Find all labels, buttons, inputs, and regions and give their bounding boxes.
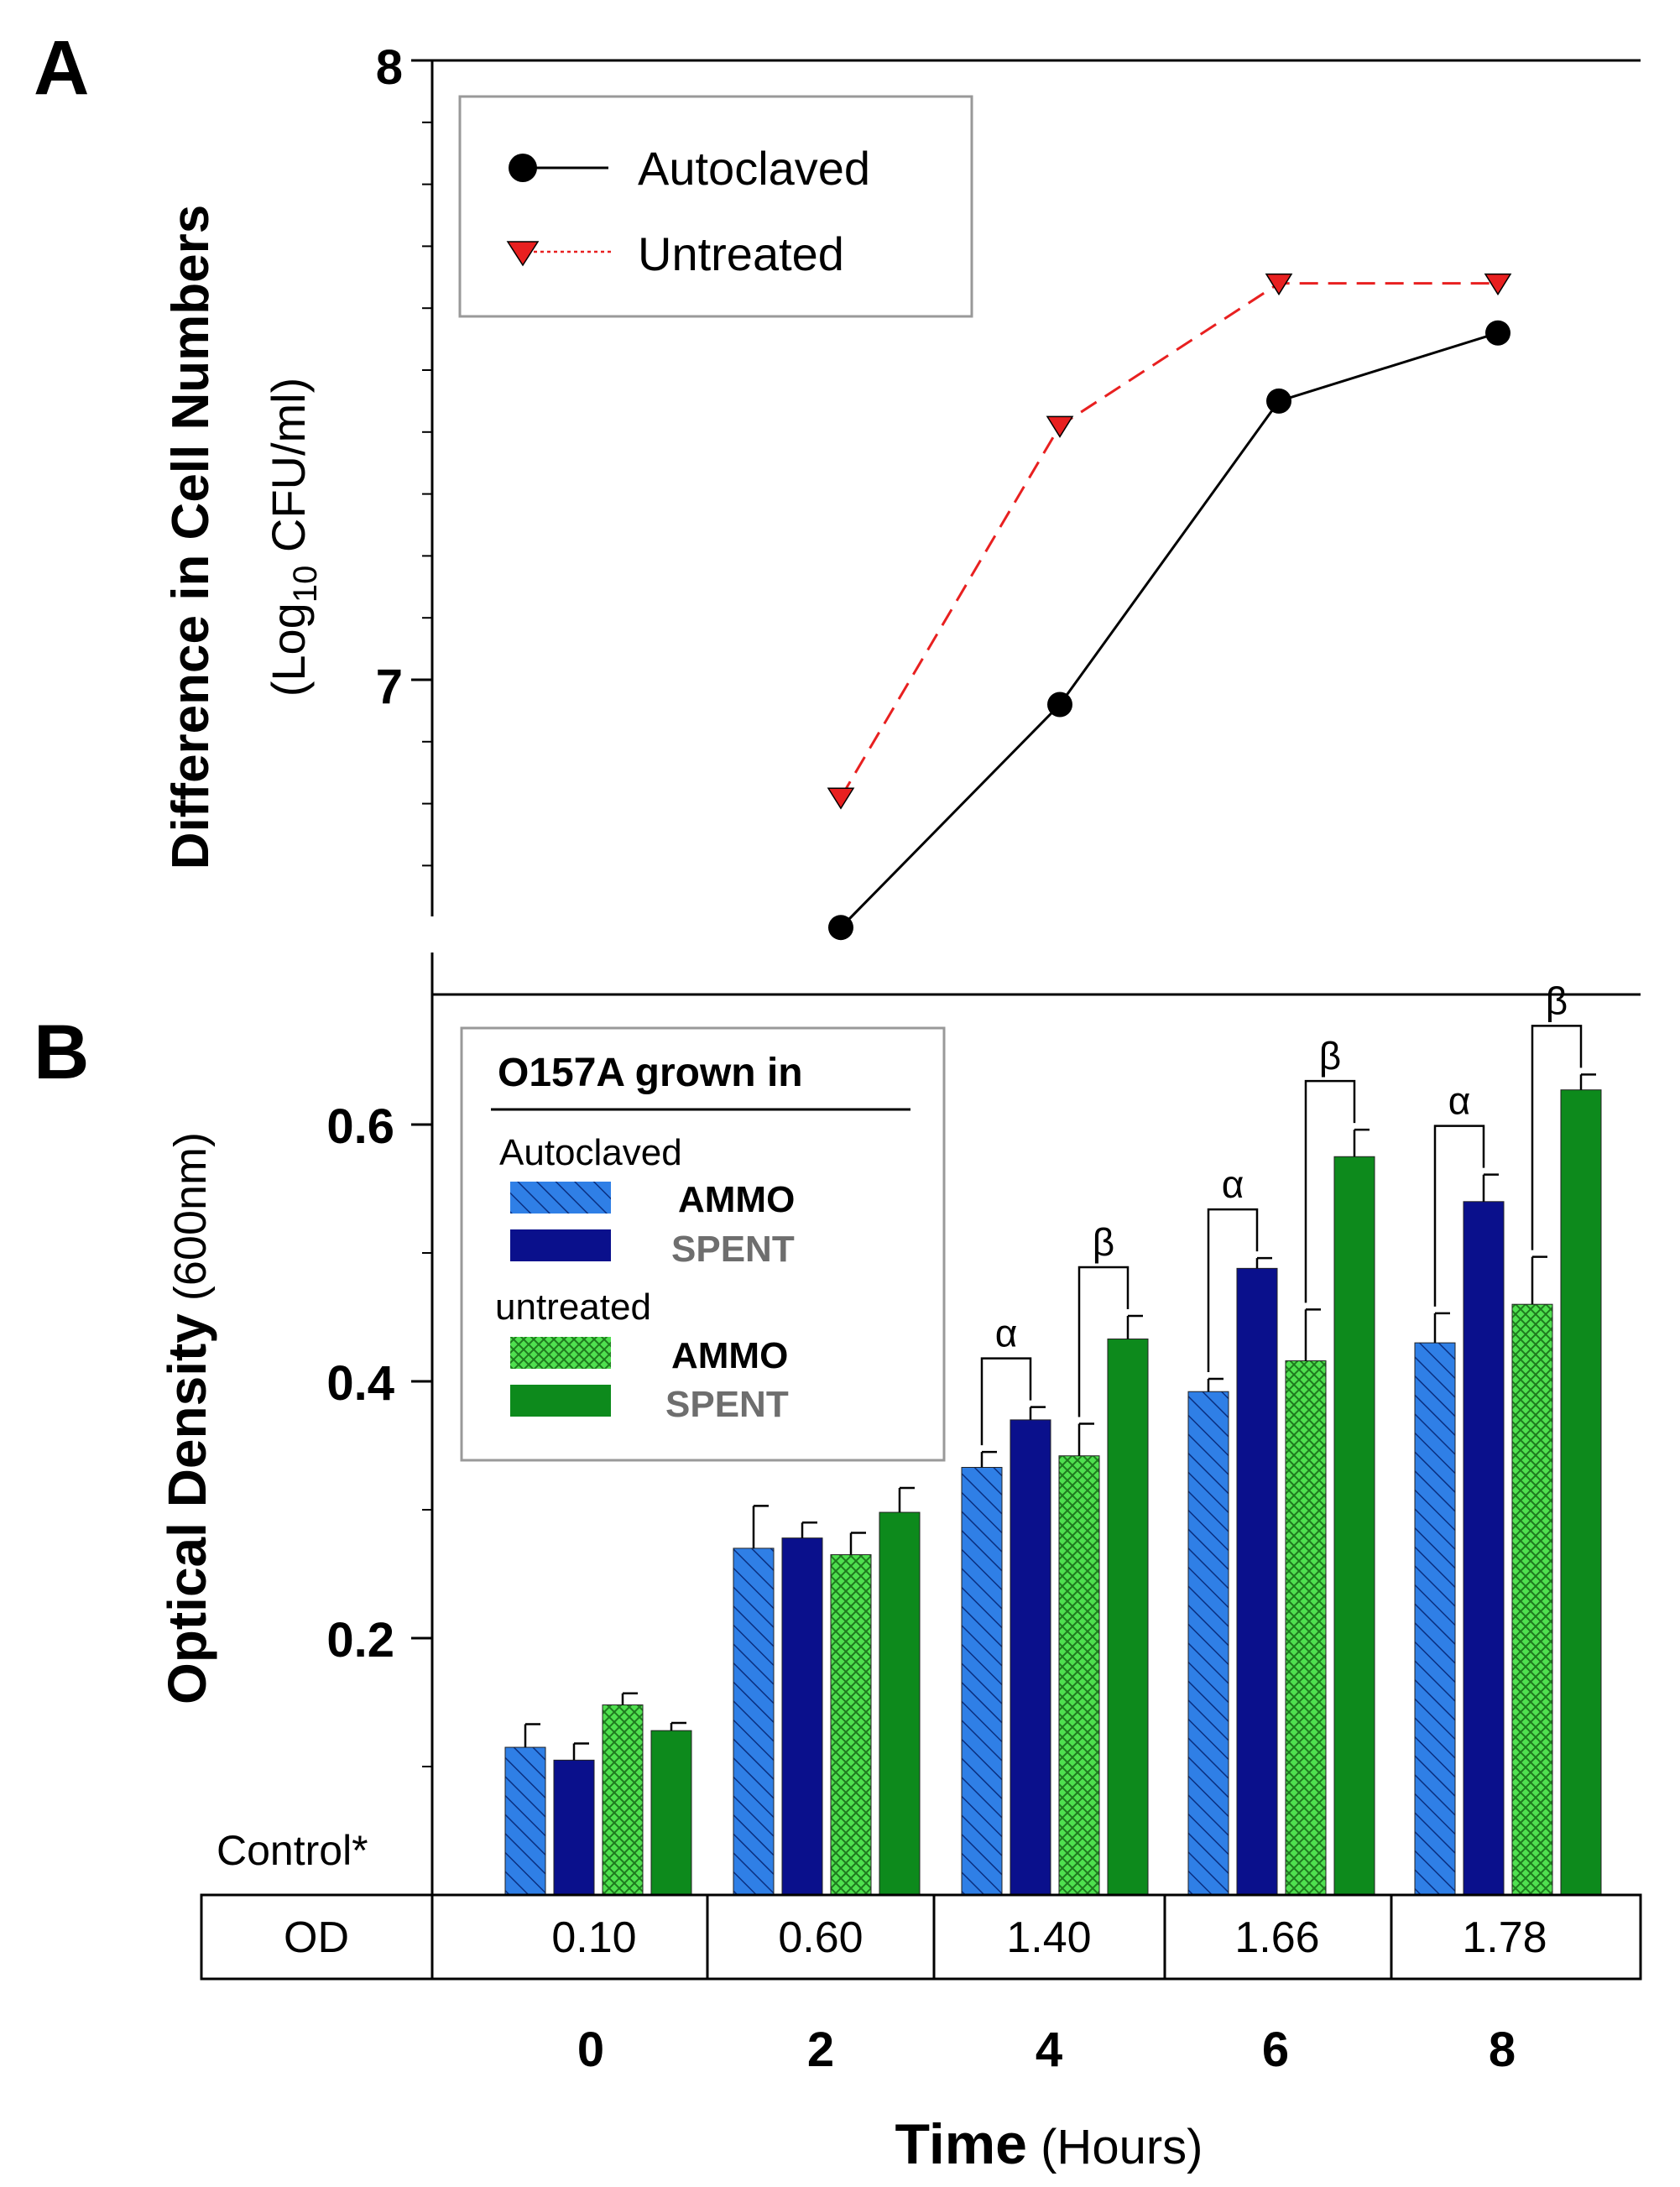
bar-untreated-ammo-0h [602, 1704, 644, 1896]
panel-a-y-title-line2: (Log10 CFU/ml) [262, 378, 324, 697]
point-untreated-6h [1265, 273, 1293, 296]
panel-b-ytick-label-0.4: 0.4 [326, 1356, 394, 1411]
bar-autoclaved-spent-8h [1463, 1201, 1505, 1896]
panel-a-y-title: Difference in Cell Numbers (Log10 CFU/ml… [162, 205, 324, 869]
xtick-label-4: 4 [1036, 2023, 1062, 2077]
panel-a-ytick-label-8: 8 [376, 40, 403, 95]
markers-autoclaved [828, 320, 1510, 941]
xtick-label-2: 2 [807, 2023, 834, 2077]
od-table-value-2: 0.60 [778, 1913, 863, 1962]
panel-b-y-title: Optical Density (600nm) [157, 1132, 217, 1704]
legend-group-autoclaved: Autoclaved [499, 1132, 682, 1173]
significance-bracket-8h-5 [1531, 1025, 1583, 1250]
bar-autoclaved-spent-4h [1010, 1419, 1051, 1896]
significance-symbol-4h-1: β [1093, 1220, 1114, 1264]
panel-a-ytick-label-7: 7 [376, 660, 403, 714]
legend-swatch-untreated-spent [510, 1385, 611, 1417]
panel-b-ticks [411, 1123, 432, 1767]
panel-b-ytick-label-0.6: 0.6 [326, 1099, 394, 1154]
legend-label-autoclaved-spent: SPENT [671, 1229, 795, 1270]
panel-a-label: A [34, 25, 89, 111]
point-untreated-4h [1046, 415, 1074, 438]
bar-untreated-spent-6h [1333, 1156, 1375, 1896]
series-line-untreated [839, 282, 1498, 798]
legend-label-untreated-ammo: AMMO [671, 1335, 788, 1376]
bar-autoclaved-ammo-6h [1187, 1391, 1229, 1896]
bar-autoclaved-ammo-4h [961, 1467, 1003, 1896]
panel-a-legend-box [458, 95, 973, 318]
panel-b-significance: α β α β α β [980, 979, 1583, 1446]
legend-marker-untreated [506, 241, 540, 267]
panel-a: A 8 7 Difference in Cell Numbers (Log10 … [34, 25, 1641, 941]
point-autoclaved-2h [828, 915, 853, 941]
od-table-value-6: 1.66 [1234, 1913, 1319, 1962]
bar-untreated-ammo-8h [1511, 1303, 1553, 1896]
legend-label-untreated-spent: SPENT [665, 1384, 789, 1425]
od-table-header: OD [284, 1913, 349, 1962]
panel-b-bars [504, 1089, 1602, 1896]
od-table-value-4: 1.40 [1006, 1913, 1091, 1962]
bar-untreated-ammo-6h [1285, 1360, 1327, 1896]
legend-label-autoclaved: Autoclaved [638, 142, 870, 195]
x-axis-title: Time (Hours) [895, 2112, 1203, 2176]
panel-a-y-title-line1: Difference in Cell Numbers [162, 205, 220, 869]
bar-autoclaved-spent-6h [1236, 1267, 1278, 1896]
bar-untreated-spent-0h [650, 1730, 692, 1896]
significance-symbol-8h-4: α [1448, 1079, 1471, 1123]
point-untreated-2h [827, 787, 855, 810]
series-line-autoclaved [839, 331, 1499, 929]
legend-title: O157A grown in [498, 1051, 803, 1095]
legend-label-autoclaved-ammo: AMMO [678, 1179, 795, 1220]
panel-b: B 0.6 0.4 0.2 Optical Density (600nm) α β… [34, 953, 1642, 2176]
point-autoclaved-8h [1485, 320, 1510, 346]
point-autoclaved-6h [1266, 388, 1291, 414]
significance-symbol-8h-5: β [1546, 979, 1568, 1022]
bar-untreated-ammo-2h [830, 1554, 872, 1896]
bar-untreated-spent-4h [1107, 1339, 1149, 1896]
panel-b-legend: O157A grown in Autoclaved AMMO SPENT unt… [460, 1026, 946, 1462]
bar-untreated-ammo-4h [1058, 1455, 1100, 1896]
od-table: OD 0.10 0.60 1.40 1.66 1.78 [200, 1893, 1642, 1981]
xtick-label-6: 6 [1262, 2023, 1289, 2077]
markers-untreated [827, 273, 1512, 810]
bar-autoclaved-ammo-8h [1414, 1342, 1456, 1896]
significance-symbol-6h-3: β [1319, 1034, 1341, 1078]
panel-b-error-bars [524, 1073, 1596, 1761]
legend-swatch-autoclaved-spent [510, 1229, 611, 1261]
significance-symbol-6h-2: α [1222, 1162, 1244, 1206]
panel-a-legend: Autoclaved Untreated [458, 95, 973, 318]
point-autoclaved-4h [1047, 692, 1072, 718]
legend-swatch-untreated-ammo [510, 1337, 611, 1369]
bar-autoclaved-spent-2h [781, 1537, 823, 1896]
bar-untreated-spent-2h [879, 1511, 921, 1896]
bar-autoclaved-ammo-2h [733, 1548, 775, 1896]
od-table-value-0: 0.10 [551, 1913, 636, 1962]
od-table-border [200, 1893, 1642, 1981]
point-untreated-8h [1484, 273, 1512, 296]
panel-b-y-title-text: Optical Density (600nm) [157, 1132, 217, 1704]
significance-bracket-6h-3 [1304, 1079, 1356, 1303]
significance-bracket-4h-1 [1077, 1266, 1130, 1417]
panel-b-ytick-label-0.2: 0.2 [326, 1613, 394, 1668]
significance-bracket-4h-0 [980, 1357, 1032, 1446]
legend-marker-autoclaved [509, 154, 537, 182]
bar-autoclaved-ammo-0h [504, 1746, 546, 1896]
bar-untreated-spent-8h [1560, 1089, 1602, 1896]
significance-bracket-8h-4 [1433, 1125, 1485, 1307]
control-label: Control* [217, 1827, 368, 1874]
panel-b-label: B [34, 1010, 89, 1095]
legend-swatch-autoclaved-ammo [510, 1182, 611, 1214]
legend-label-untreated: Untreated [638, 227, 844, 280]
xtick-label-8: 8 [1489, 2023, 1516, 2077]
xtick-label-0: 0 [577, 2023, 604, 2077]
significance-bracket-6h-2 [1207, 1208, 1259, 1372]
panel-a-ticks [411, 59, 432, 867]
significance-symbol-4h-0: α [995, 1312, 1018, 1355]
od-table-value-8: 1.78 [1462, 1913, 1547, 1962]
bar-autoclaved-spent-0h [553, 1759, 595, 1896]
legend-group-untreated: untreated [495, 1287, 651, 1328]
